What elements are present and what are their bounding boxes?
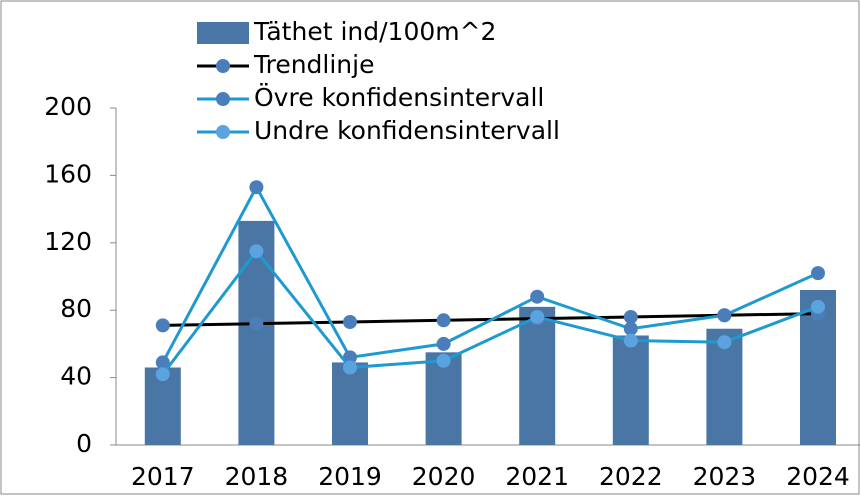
line-marker	[436, 336, 451, 351]
line-marker	[249, 244, 264, 259]
line-marker	[155, 318, 170, 333]
bar	[612, 335, 649, 445]
line	[161, 248, 819, 376]
bar	[238, 220, 275, 445]
y-tick-label: 200	[44, 92, 92, 121]
x-tick-label: 2021	[505, 462, 569, 491]
line-marker	[811, 266, 825, 281]
legend-marker	[216, 125, 230, 139]
x-tick-label: 2019	[318, 462, 382, 491]
line-marker	[343, 314, 357, 329]
line-marker	[249, 316, 264, 331]
legend-swatch	[197, 22, 249, 44]
x-tick-label: 2020	[412, 462, 476, 491]
x-tick-label: 2024	[786, 462, 850, 491]
line-marker	[155, 355, 170, 370]
line-marker	[530, 289, 545, 304]
x-tick-label: 2017	[131, 462, 195, 491]
bar	[425, 352, 462, 445]
line-marker	[155, 367, 170, 382]
line-marker	[436, 353, 451, 368]
line-marker	[811, 299, 825, 314]
line-marker	[623, 321, 638, 336]
y-tick-label: 40	[60, 362, 92, 391]
y-tick-label: 0	[76, 429, 92, 458]
line-marker	[623, 309, 638, 324]
line	[161, 184, 819, 364]
line-marker	[717, 335, 732, 350]
line-marker	[717, 308, 732, 323]
legend-label: Trendlinje	[253, 50, 374, 79]
legend-label: Täthet ind/100m^2	[253, 17, 496, 46]
y-tick-label: 160	[44, 159, 92, 188]
y-tick-label: 120	[44, 227, 92, 256]
line-marker	[530, 309, 545, 324]
line-marker	[436, 313, 451, 328]
line-marker	[623, 333, 638, 348]
bar	[332, 362, 368, 445]
line-marker	[249, 180, 264, 195]
legend-marker	[216, 92, 230, 106]
x-tick-label: 2022	[599, 462, 663, 491]
y-tick-label: 80	[60, 294, 92, 323]
line-marker	[343, 360, 357, 375]
bar	[519, 306, 556, 445]
legend-marker	[216, 59, 230, 73]
x-tick-label: 2023	[693, 462, 757, 491]
legend-label: Undre konfidensintervall	[254, 116, 560, 145]
legend-label: Övre konfidensintervall	[254, 83, 544, 112]
x-tick-label: 2018	[225, 462, 289, 491]
